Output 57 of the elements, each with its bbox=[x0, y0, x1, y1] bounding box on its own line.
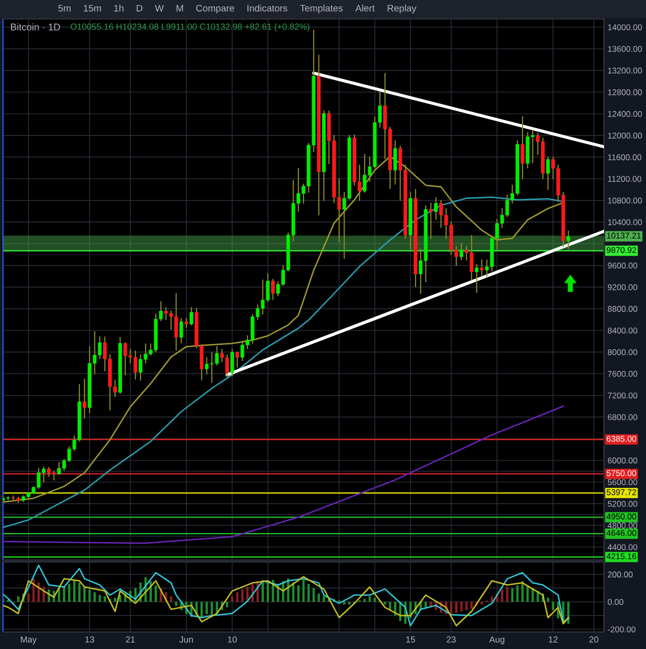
text: Alert bbox=[355, 4, 375, 12]
annotation: O10055.16 H10234.08 L9911.00 C10132.98 +82.61 (+0.82%) bbox=[70, 23, 310, 32]
y-tick-label: 12800.00 bbox=[608, 89, 642, 96]
ref-line-label: 6385.00 bbox=[606, 436, 636, 442]
y-tick-label: 5600.00 bbox=[608, 479, 638, 486]
text: Indicators bbox=[247, 4, 288, 12]
y-tick-label: 9200.00 bbox=[608, 284, 638, 290]
text: W bbox=[154, 4, 164, 12]
y-tick-label: 10800.00 bbox=[608, 198, 642, 204]
y-tick-label: 4400.00 bbox=[608, 544, 638, 550]
y-tick-label: 5200.00 bbox=[608, 500, 638, 507]
y-tick-label: 13600.00 bbox=[608, 46, 642, 52]
x-tick-label: 21 bbox=[126, 636, 135, 643]
y-tick-label: 4800.00 bbox=[608, 522, 638, 528]
x-tick-label: 20 bbox=[589, 636, 598, 643]
y-tick-label: 14000.00 bbox=[608, 24, 642, 30]
text: D bbox=[136, 4, 142, 12]
ref-line-label: 5750.00 bbox=[606, 470, 636, 476]
text: M bbox=[176, 4, 183, 12]
ref-line-label: 9870.92 bbox=[606, 247, 636, 253]
text: Compare bbox=[196, 4, 234, 14]
y-tick-label: 10400.00 bbox=[608, 219, 642, 226]
text: Replay bbox=[388, 4, 416, 14]
y-tick-label: 8400.00 bbox=[608, 328, 638, 334]
text: 1h bbox=[114, 4, 124, 12]
y-tick-label: 6000.00 bbox=[608, 458, 638, 464]
y-tick-label: 12400.00 bbox=[608, 110, 642, 117]
x-tick-label: 12 bbox=[548, 636, 558, 643]
y-tick-label: 0.00 bbox=[608, 599, 624, 605]
text: 15m bbox=[84, 4, 101, 12]
x-tick-label: 13 bbox=[85, 636, 94, 643]
y-tick-label: 200.00 bbox=[608, 572, 633, 578]
y-tick-label: 8000.00 bbox=[608, 349, 638, 356]
y-tick-label: 9600.00 bbox=[608, 262, 638, 269]
y-tick-label: 12000.00 bbox=[608, 132, 642, 139]
y-tick-label: 6800.00 bbox=[608, 414, 638, 420]
ref-line-label: 4215.16 bbox=[606, 553, 636, 560]
x-tick-label: Jun bbox=[179, 636, 193, 643]
x-tick-label: 23 bbox=[446, 636, 456, 643]
x-tick-label: 15 bbox=[406, 636, 415, 643]
x-tick-label: May bbox=[20, 636, 37, 644]
text: Templates bbox=[300, 4, 343, 14]
y-tick-label: -200.00 bbox=[608, 626, 636, 632]
y-tick-label: 11200.00 bbox=[608, 176, 642, 182]
y-tick-label: 11600.00 bbox=[608, 154, 642, 160]
y-tick-label: 8800.00 bbox=[608, 306, 638, 312]
x-tick-label: Aug bbox=[489, 636, 504, 644]
x-tick-label: 10 bbox=[228, 636, 237, 643]
text: 5m bbox=[58, 4, 70, 12]
ref-line-label: 5397.72 bbox=[606, 489, 636, 496]
y-tick-label: 7200.00 bbox=[608, 392, 638, 398]
y-tick-label: 7600.00 bbox=[608, 370, 638, 377]
ref-line-label: 4646.00 bbox=[606, 530, 636, 536]
y-tick-label: 13200.00 bbox=[608, 68, 642, 74]
band-label: 10137.21 bbox=[607, 232, 641, 239]
ref-line-label: 4950.00 bbox=[606, 514, 636, 520]
chart-title: Bitcoin · 1D bbox=[11, 23, 60, 30]
